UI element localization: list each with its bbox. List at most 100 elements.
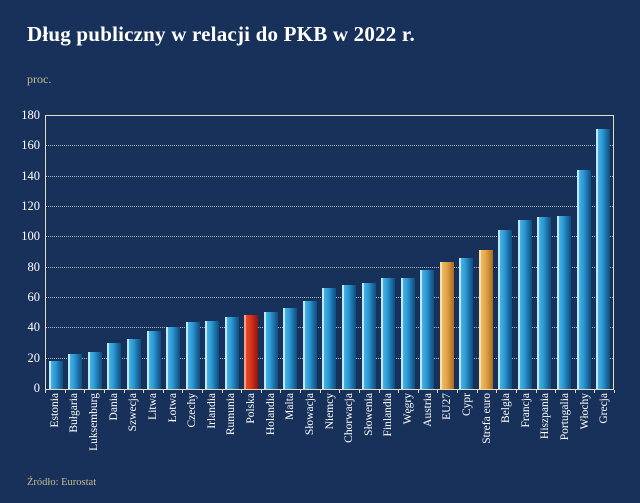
bar-slot xyxy=(85,116,105,389)
bar-slot xyxy=(222,116,242,389)
x-label-slot: Cypr xyxy=(457,393,477,467)
bar-slot xyxy=(105,116,125,389)
x-axis-label: Rumunia xyxy=(225,393,238,436)
x-label-slot: Estonia xyxy=(45,393,65,467)
source-note: Źródło: Eurostat xyxy=(27,477,97,488)
chart-title: Dług publiczny w relacji do PKB w 2022 r… xyxy=(27,22,415,46)
x-label-slot: Dania xyxy=(104,393,124,467)
y-tick-label: 60 xyxy=(27,290,41,304)
gridline xyxy=(46,266,613,268)
y-tick-label: 20 xyxy=(27,350,41,365)
x-axis-label: Belgia xyxy=(500,393,513,424)
x-axis-labels: Estonia Bułgaria Luksemburg Dania Szwecja Lit… xyxy=(45,393,614,467)
y-tick-label: 180 xyxy=(21,108,40,122)
bar-Belgia xyxy=(498,229,513,389)
x-tick xyxy=(535,390,537,393)
x-tick xyxy=(280,390,282,393)
x-tick xyxy=(182,390,184,393)
x-axis-label: Polska xyxy=(245,393,258,424)
x-axis-label: Bułgaria xyxy=(68,393,81,433)
y-tick-label: 120 xyxy=(21,199,40,213)
bar-slot xyxy=(241,116,261,389)
x-axis-label: Słowenia xyxy=(362,393,375,436)
x-tick xyxy=(398,390,400,393)
bar-slot xyxy=(144,116,164,389)
bar-slot xyxy=(261,116,281,389)
x-tick xyxy=(84,390,86,393)
bar-slot xyxy=(535,116,555,389)
x-label-slot: Czechy xyxy=(182,393,202,467)
y-tick-label: 140 xyxy=(21,168,40,183)
bar-slot xyxy=(163,116,183,389)
x-tick xyxy=(457,390,458,393)
x-label-slot: Grecja xyxy=(595,393,615,467)
x-axis-label: Malta xyxy=(284,393,297,420)
x-label-slot: Finlandia xyxy=(379,393,399,467)
x-label-slot: Austria xyxy=(418,393,438,467)
x-label-slot: Francja xyxy=(516,393,536,467)
x-tick xyxy=(378,390,380,393)
bar-Strefa euro xyxy=(478,250,493,389)
bar-slot xyxy=(398,116,418,389)
y-tick-label: 160 xyxy=(21,138,40,153)
x-axis-label: Grecja xyxy=(598,393,611,424)
bar-Niemcy xyxy=(322,288,337,389)
x-label-slot: Malta xyxy=(281,393,301,467)
gridline xyxy=(46,236,613,238)
x-label-slot: Chorwacja xyxy=(339,393,359,467)
x-axis-label: EU27 xyxy=(441,393,454,420)
x-tick xyxy=(358,390,360,393)
x-label-slot: Włochy xyxy=(575,393,595,467)
x-tick xyxy=(417,390,419,393)
x-axis-label: Czechy xyxy=(186,393,199,428)
bar-slot xyxy=(183,116,203,389)
y-tick-label: 0 xyxy=(33,381,40,395)
x-label-slot: Węgry xyxy=(398,393,418,467)
bar-Rumunia xyxy=(224,317,239,389)
bar-Hiszpania xyxy=(537,217,552,389)
x-axis-label: Holandia xyxy=(264,393,277,436)
x-tick xyxy=(437,390,439,393)
bar-EU27 xyxy=(439,261,454,389)
x-tick xyxy=(614,390,615,393)
bar-slot xyxy=(46,116,66,389)
bar-slot xyxy=(437,116,457,389)
x-label-slot: Szwecja xyxy=(124,393,144,467)
x-label-slot: Słowacja xyxy=(300,393,320,467)
x-tick xyxy=(103,390,105,393)
bar-Łotwa xyxy=(166,327,181,389)
x-label-slot: Bułgaria xyxy=(65,393,85,467)
bar-Czechy xyxy=(185,322,200,389)
x-tick xyxy=(339,390,341,393)
x-axis-ticks xyxy=(45,390,615,394)
bar-Francja xyxy=(517,219,532,389)
x-tick xyxy=(221,390,223,393)
bar-Słowenia xyxy=(361,283,376,389)
y-tick-label: 100 xyxy=(21,229,40,244)
x-axis-label: Chorwacja xyxy=(343,393,356,443)
x-axis-label: Strefa euro xyxy=(480,393,493,444)
x-axis-label: Austria xyxy=(421,393,434,427)
x-tick xyxy=(162,390,164,393)
bar-Estonia xyxy=(48,361,63,389)
x-axis-label: Dania xyxy=(107,393,120,421)
bar-slot xyxy=(320,116,340,389)
bar-slot xyxy=(417,116,437,389)
bar-Luksemburg xyxy=(87,351,102,389)
x-axis-label: Luksemburg xyxy=(88,393,101,451)
bar-Słowacja xyxy=(302,301,317,389)
bar-Finlandia xyxy=(381,278,396,389)
gridline xyxy=(46,175,613,177)
x-label-slot: Łotwa xyxy=(163,393,183,467)
x-axis-label: Węgry xyxy=(402,393,415,425)
x-tick xyxy=(64,390,66,393)
bar-slot xyxy=(66,116,86,389)
x-axis-label: Hiszpania xyxy=(539,393,552,439)
x-tick xyxy=(300,390,302,393)
x-axis-label: Niemcy xyxy=(323,393,336,430)
x-tick xyxy=(241,390,243,393)
x-label-slot: Rumunia xyxy=(222,393,242,467)
x-label-slot: Irlandia xyxy=(202,393,222,467)
gridline xyxy=(46,145,613,147)
x-tick xyxy=(45,390,46,393)
